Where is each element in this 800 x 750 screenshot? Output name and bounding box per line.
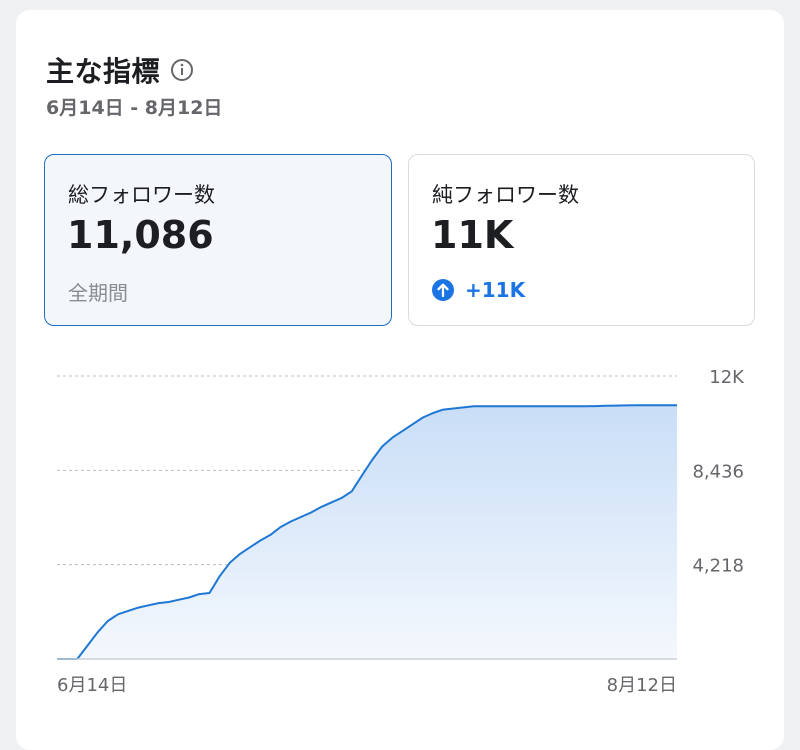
- metric-value: 11,086: [67, 213, 214, 257]
- x-tick-label: 8月12日: [607, 675, 677, 696]
- x-axis-ticks: 6月14日 8月12日: [57, 675, 677, 696]
- series-area: [57, 405, 677, 659]
- series-line: [57, 404, 677, 660]
- info-icon[interactable]: [170, 58, 194, 82]
- metric-value: 11K: [431, 213, 514, 257]
- x-tick-label: 6月14日: [57, 675, 127, 696]
- y-tick-label: 8,436: [692, 461, 744, 482]
- metric-period: 全期間: [68, 281, 128, 305]
- metric-net-followers[interactable]: 純フォロワー数 11K +11K: [408, 154, 755, 326]
- title-row: 主な指標: [46, 50, 194, 90]
- card-title: 主な指標: [46, 55, 161, 88]
- date-range: 6月14日 - 8月12日: [46, 97, 223, 119]
- metric-label: 総フォロワー数: [68, 183, 215, 207]
- metric-total-followers[interactable]: 総フォロワー数 11,086 全期間: [44, 154, 392, 326]
- y-tick-label: 12K: [709, 367, 745, 388]
- y-tick-label: 4,218: [692, 556, 744, 577]
- metric-label: 純フォロワー数: [432, 183, 579, 207]
- metric-delta: +11K: [431, 278, 525, 302]
- arrow-up-circle-icon: [431, 278, 455, 302]
- delta-value: +11K: [465, 278, 526, 302]
- y-axis-ticks: 12K 8,436 4,218: [692, 367, 745, 577]
